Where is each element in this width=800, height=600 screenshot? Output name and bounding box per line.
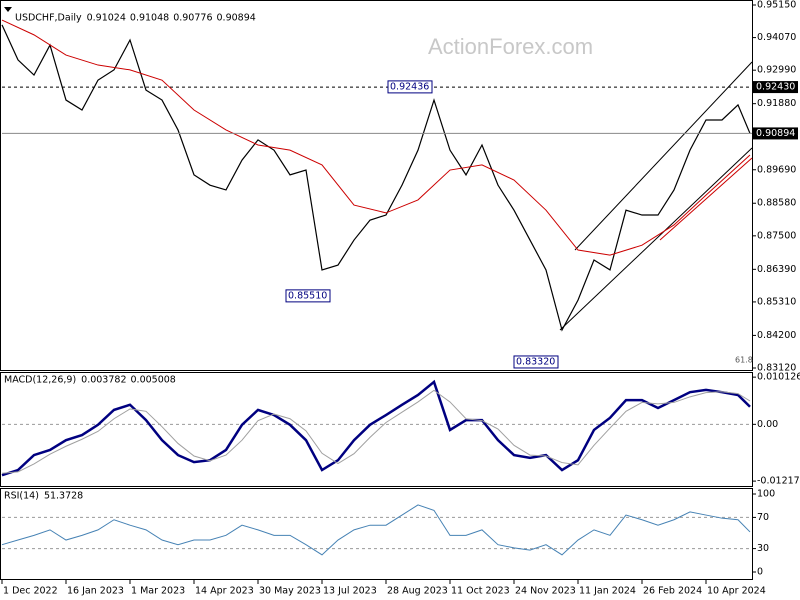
series-line [1, 24, 751, 332]
x-tick-label: 14 Apr 2023 [195, 586, 254, 597]
panel-value: 0.91024 [87, 13, 126, 24]
level-label-box [753, 81, 798, 94]
annotation-box [285, 289, 331, 303]
series-line [1, 379, 751, 477]
y-tick-label: 0.86390 [757, 264, 796, 275]
fib-label: 61.8 [735, 356, 753, 365]
x-tick-label: 28 Aug 2023 [387, 586, 448, 597]
panel-value: 0.90776 [173, 13, 212, 24]
x-tick-label: 1 Mar 2023 [131, 586, 185, 597]
y-tick-label: 0.83120 [757, 363, 796, 374]
y-tick-label: 0.010126 [757, 372, 800, 383]
x-tick-label: 16 Jan 2023 [67, 586, 124, 597]
panel-value: 0.90894 [217, 13, 256, 24]
macd-panel [0, 372, 753, 487]
panel-value: 0.91048 [130, 13, 169, 24]
annotation-label: 0.92436 [390, 81, 429, 92]
x-tick-label: 1 Dec 2022 [3, 586, 58, 597]
current-price-box [753, 127, 798, 140]
trend-line [659, 157, 753, 241]
series-line [1, 19, 751, 256]
annotation-label: 0.85510 [288, 290, 327, 301]
y-tick-label: 0.85310 [757, 296, 796, 307]
channel-upper [574, 61, 753, 251]
annotation-label: 0.83320 [516, 356, 555, 367]
current-price-label: 0.90894 [756, 128, 795, 139]
panel-title: MACD(12,26,9) [4, 375, 76, 386]
annotation-box [387, 80, 433, 94]
x-tick-label: 10 Apr 2024 [707, 586, 766, 597]
y-tick-label: 0.94070 [757, 32, 796, 43]
x-tick-label: 11 Jan 2024 [579, 586, 636, 597]
panel-value: 0.005008 [131, 375, 176, 386]
y-tick-label: 0.91880 [757, 98, 796, 109]
menu-icon [4, 7, 12, 12]
y-tick-label: 0.87500 [757, 230, 796, 241]
watermark: ActionForex.com [428, 34, 593, 59]
price-panel [0, 0, 753, 371]
panel-value: 0.003782 [81, 375, 126, 386]
x-tick-label: 24 Nov 2023 [515, 586, 576, 597]
y-tick-label: 0.95150 [757, 0, 796, 11]
channel-lower [559, 147, 753, 331]
series-line [1, 389, 751, 474]
series-line [1, 504, 751, 556]
y-tick-label: 70 [757, 512, 769, 523]
x-tick-label: 13 Jul 2023 [323, 586, 377, 597]
x-tick-label: 11 Oct 2023 [451, 586, 510, 597]
y-tick-label: 0.89690 [757, 164, 796, 175]
panel-title: RSI(14) [4, 491, 39, 502]
panel-value: 51.3728 [44, 491, 83, 502]
y-tick-label: 0.88580 [757, 198, 796, 209]
y-tick-label: 0 [757, 567, 763, 578]
y-tick-label: 30 [757, 543, 769, 554]
level-label: 0.92430 [756, 82, 795, 93]
x-tick-label: 26 Feb 2024 [643, 586, 702, 597]
x-tick-label: 30 May 2023 [259, 586, 321, 597]
rsi-panel [0, 488, 753, 580]
y-tick-label: 100 [757, 489, 775, 500]
y-tick-label: 0.92990 [757, 65, 796, 76]
y-tick-label: 0.00 [757, 419, 778, 430]
panel-title: USDCHF,Daily [15, 13, 82, 24]
y-tick-label: -0.012178 [757, 476, 800, 487]
annotation-box [513, 355, 559, 369]
y-tick-label: 0.84200 [757, 330, 796, 341]
